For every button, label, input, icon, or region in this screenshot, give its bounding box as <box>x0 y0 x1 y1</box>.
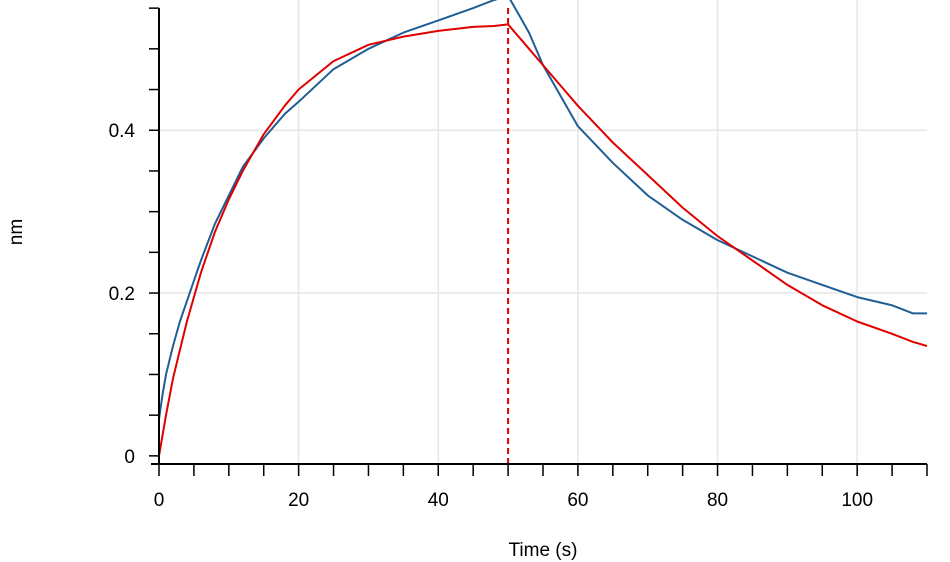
x-tick-label: 60 <box>567 490 588 511</box>
series-line <box>158 23 928 457</box>
x-tick-label: 40 <box>428 490 449 511</box>
y-tick-label: 0 <box>124 447 135 468</box>
y-tick-label: 0.4 <box>109 121 136 142</box>
x-tick-label: 80 <box>707 490 728 511</box>
axes <box>149 7 928 476</box>
x-tick-label: 20 <box>288 490 309 511</box>
tick-labels: 0 20 40 60 80 100 0 0.2 0.4 <box>109 121 873 511</box>
x-axis-title: Time (s) <box>509 540 578 561</box>
x-tick-label: 100 <box>841 490 873 511</box>
y-axis-title: nm <box>6 219 27 245</box>
data-series <box>158 0 928 457</box>
grid-lines <box>159 0 927 464</box>
y-tick-label: 0.2 <box>109 284 135 305</box>
phase-markers <box>158 8 510 464</box>
x-tick-label: 0 <box>154 490 165 511</box>
series-line <box>158 0 927 420</box>
